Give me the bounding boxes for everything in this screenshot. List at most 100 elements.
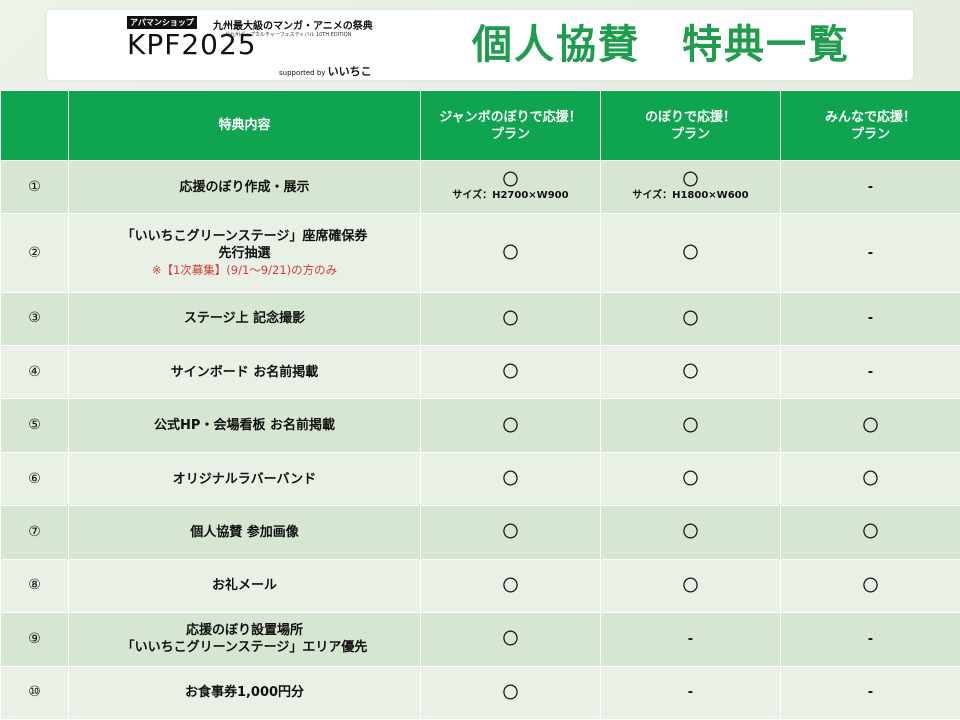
sponsor-name: いいちこ [327, 65, 372, 78]
included-mark: 〇 [502, 170, 519, 190]
included-mark: 〇 [682, 522, 699, 542]
benefit-content: お礼メール [68, 558, 421, 614]
kpf-logo: アパマンショップ 九州最大級のマンガ・アニメの祭典 KPF2025 北九州ポップ… [127, 16, 373, 78]
header-plan-jumbo-l1: ジャンボのぼりで応援！ [439, 109, 582, 125]
plan-cell-2: 〇 [600, 398, 781, 453]
row-number: ② [0, 213, 69, 293]
table-row: ① 応援のぼり作成・展示〇サイズ：H2700×W900 〇サイズ：H1800×W60… [0, 159, 960, 215]
header-content-label: 特典内容 [218, 118, 271, 133]
benefit-text: お礼メール [211, 578, 277, 594]
plan-cell-2: 〇 [600, 345, 781, 400]
benefit-text: 個人協賛 参加画像 [190, 524, 299, 540]
included-mark: 〇 [862, 575, 879, 595]
benefit-text: 応援のぼり作成・展示 [179, 179, 310, 195]
plan-cell-3: - [780, 291, 960, 347]
included-mark: 〇 [502, 469, 519, 489]
shop-badge: アパマンショップ [127, 16, 197, 29]
plan-cell-1: 〇 [420, 291, 601, 347]
plan-cell-1: 〇 [420, 665, 601, 720]
benefit-text: 応援のぼり設置場所 [185, 623, 303, 639]
plan-cell-1: 〇 [420, 558, 601, 614]
benefit-content: お食事券1,000円分 [68, 665, 421, 720]
plan-cell-3: - [780, 612, 960, 667]
benefit-text: お食事券1,000円分 [184, 685, 305, 701]
row-number: ③ [0, 291, 69, 347]
table-row: ⑩ お食事券1,000円分 〇 - - [0, 665, 960, 720]
plan-cell-2: 〇 [600, 558, 781, 614]
supported-by-label: supported by [279, 69, 326, 77]
included-mark: 〇 [682, 308, 699, 328]
plan-cell-3: 〇 [780, 451, 960, 507]
logo-tagline: 九州最大級のマンガ・アニメの祭典 [213, 21, 373, 32]
header-plan-jumbo-l2: プラン [490, 126, 530, 142]
table-row: ⑥ オリジナルラバーバンド 〇 〇 〇 [0, 451, 960, 507]
plan-cell-2: 〇 [600, 291, 781, 347]
not-included-mark: - [867, 311, 874, 327]
plan-cell-1: 〇 [420, 505, 601, 560]
logo-brand: KPF2025 [127, 28, 257, 61]
benefit-content: 公式HP・会場看板 お名前掲載 [68, 398, 421, 453]
table-row: ⑦ 個人協賛 参加画像 〇 〇 〇 [0, 505, 960, 560]
plan-cell-3: - [780, 345, 960, 400]
included-mark: 〇 [502, 243, 519, 262]
page-title: 個人協賛 特典一覧 [472, 22, 850, 68]
not-included-mark: - [687, 685, 694, 701]
benefit-content: 「いいちこグリーンステージ」座席確保券 先行抽選 ※【1次募集】(9/1～9/21)… [68, 213, 421, 293]
included-mark: 〇 [502, 308, 519, 328]
benefits-table: 特典内容 ジャンボのぼりで応援！ プラン のぼりで応援！ プラン みんなで応援！ プラ… [0, 90, 960, 720]
benefit-text: ステージ上 記念撮影 [183, 311, 306, 327]
header-plan-nobori-l2: プラン [670, 126, 710, 142]
row-number: ⑨ [0, 612, 69, 667]
not-included-mark: - [687, 631, 694, 647]
benefit-content: ステージ上 記念撮影 [68, 291, 421, 347]
included-mark: 〇 [862, 415, 879, 435]
logo-subline: 北九州ポップカルチャーフェスティバル 10TH EDITION [225, 32, 352, 38]
not-included-mark: - [867, 179, 874, 195]
plan-cell-3: 〇 [780, 558, 960, 614]
plan-cell-2: - [600, 612, 781, 667]
table-header-row: 特典内容 ジャンボのぼりで応援！ プラン のぼりで応援！ プラン みんなで応援！ プラ… [0, 90, 960, 161]
plan-cell-2: 〇 [600, 505, 781, 560]
included-mark: 〇 [682, 575, 699, 595]
benefit-text: 先行抽選 [218, 246, 271, 261]
included-mark: 〇 [502, 682, 519, 702]
table-row: ⑧ お礼メール 〇 〇 〇 [0, 558, 960, 614]
header-plan-minna-l1: みんなで応援！ [824, 109, 916, 125]
banner-size: サイズ：H1800×W600 [632, 190, 749, 202]
plan-cell-2: 〇 [600, 451, 781, 507]
plan-cell-2: - [600, 665, 781, 720]
included-mark: 〇 [502, 575, 519, 595]
row-number: ④ [0, 345, 69, 400]
plan-cell-1: 〇 [420, 612, 601, 667]
benefit-note: ※【1次募集】(9/1～9/21)の方のみ [151, 263, 338, 277]
included-mark: 〇 [862, 522, 879, 542]
row-number: ⑧ [0, 558, 69, 614]
plan-cell-1: 〇 [420, 345, 601, 400]
included-mark: 〇 [682, 170, 699, 190]
plan-cell-1: 〇 [420, 213, 601, 293]
not-included-mark: - [867, 245, 874, 261]
row-number: ⑦ [0, 505, 69, 560]
included-mark: 〇 [682, 469, 699, 489]
included-mark: 〇 [862, 469, 879, 489]
plan-cell-1: 〇 [420, 451, 601, 507]
header-number [0, 90, 69, 161]
logo-supported: supported by いいちこ [279, 63, 372, 79]
row-number: ① [0, 159, 69, 215]
plan-cell-2: 〇サイズ：H1800×W600 [600, 159, 781, 215]
table-row: ② 「いいちこグリーンステージ」座席確保券 先行抽選 ※【1次募集】(9/1～9/21… [0, 213, 960, 293]
header-plan-minna-l2: プラン [850, 126, 890, 142]
row-number: ⑤ [0, 398, 69, 453]
benefit-content: サインボード お名前掲載 [68, 345, 421, 400]
included-mark: 〇 [682, 415, 699, 435]
not-included-mark: - [867, 364, 874, 380]
included-mark: 〇 [682, 243, 699, 262]
plan-cell-3: - [780, 665, 960, 720]
benefit-content: 応援のぼり作成・展示 [68, 159, 421, 215]
header-content: 特典内容 [68, 90, 421, 161]
header-banner: アパマンショップ 九州最大級のマンガ・アニメの祭典 KPF2025 北九州ポップ… [47, 10, 913, 80]
plan-cell-3: - [780, 213, 960, 293]
header-plan-jumbo: ジャンボのぼりで応援！ プラン [420, 90, 601, 161]
table-row: ⑤ 公式HP・会場看板 お名前掲載 〇 〇 〇 [0, 398, 960, 453]
benefit-text: オリジナルラバーバンド [172, 471, 317, 487]
